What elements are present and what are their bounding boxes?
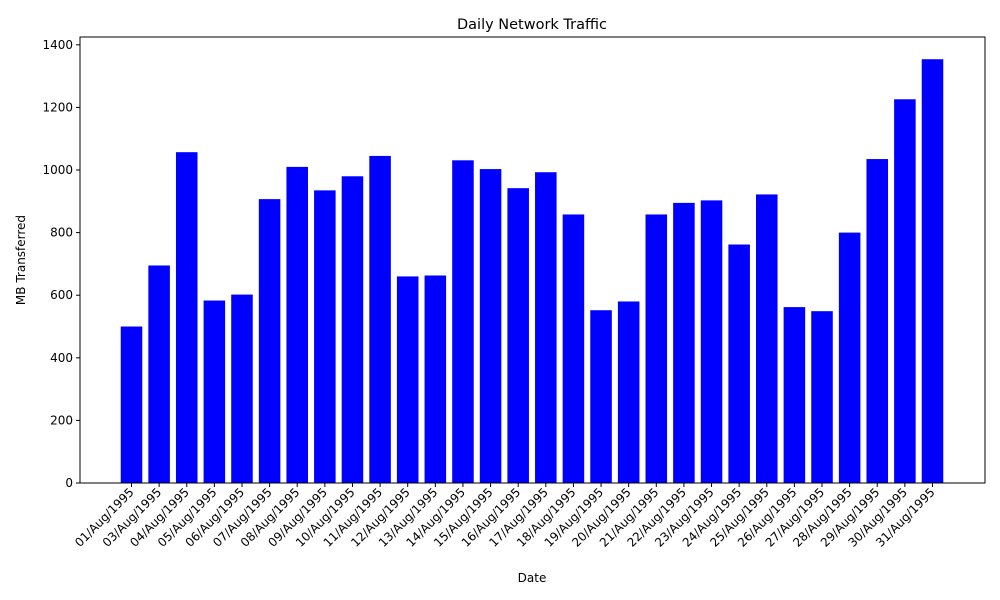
bar-15	[507, 188, 529, 483]
bar-20	[646, 214, 668, 483]
bar-26	[811, 311, 833, 483]
bar-28	[866, 159, 888, 483]
bar-30	[922, 59, 944, 483]
bar-27	[839, 233, 861, 483]
chart-title: Daily Network Traffic	[457, 17, 607, 33]
y-axis-ticks: 0 200 400 600 800 1000 1200 1400	[42, 38, 80, 490]
y-tick-label: 1200	[42, 100, 73, 114]
bar-23	[728, 245, 750, 483]
bar-18	[590, 310, 612, 483]
y-axis-label: MB Transferred	[14, 215, 28, 305]
bar-22	[701, 200, 723, 483]
bar-25	[784, 307, 806, 483]
bars-group	[121, 59, 944, 483]
x-axis-label: Date	[518, 571, 547, 585]
bar-7	[286, 167, 308, 483]
bar-16	[535, 172, 557, 483]
bar-6	[259, 199, 281, 483]
y-tick-label: 400	[50, 351, 73, 365]
bar-24	[756, 194, 778, 483]
bar-5	[231, 295, 253, 483]
bar-12	[425, 275, 447, 483]
bar-10	[369, 156, 391, 483]
bar-3	[176, 152, 198, 483]
bar-14	[480, 169, 502, 483]
y-tick-label: 1000	[42, 163, 73, 177]
y-tick-label: 0	[65, 476, 73, 490]
bar-4	[204, 301, 226, 483]
bar-13	[452, 160, 474, 483]
bar-1	[121, 327, 143, 483]
x-axis-ticks: 01/Aug/199503/Aug/199504/Aug/199505/Aug/…	[72, 483, 938, 550]
bar-2	[148, 265, 170, 483]
y-tick-label: 800	[50, 226, 73, 240]
bar-9	[342, 176, 364, 483]
bar-21	[673, 203, 695, 483]
bar-29	[894, 99, 916, 483]
y-tick-label: 600	[50, 288, 73, 302]
bar-8	[314, 190, 336, 483]
bar-11	[397, 276, 419, 483]
y-tick-label: 1400	[42, 38, 73, 52]
y-tick-label: 200	[50, 413, 73, 427]
bar-19	[618, 301, 640, 483]
bar-17	[563, 214, 585, 483]
